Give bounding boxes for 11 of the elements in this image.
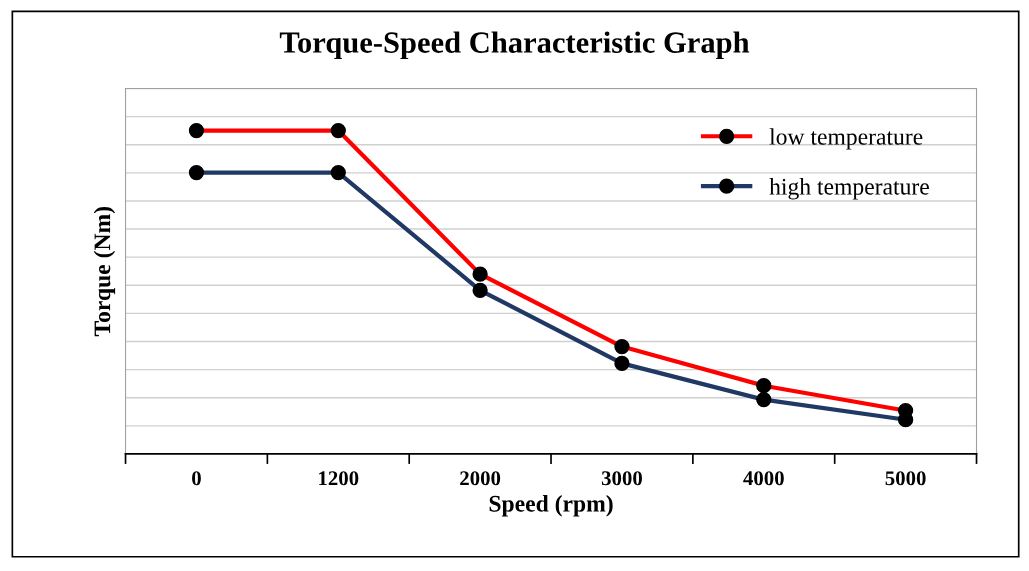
legend-label: high temperature <box>769 178 929 200</box>
x-tick-label: 5000 <box>885 471 926 486</box>
chart-title: Torque-Speed Characteristic Graph <box>279 31 750 60</box>
x-tick-label: 3000 <box>601 471 642 486</box>
x-tick-label: 2000 <box>460 471 501 486</box>
y-axis-title: Torque (Nm) <box>93 206 116 337</box>
x-tick-label: 4000 <box>743 471 784 486</box>
x-axis-title: Speed (rpm) <box>489 495 613 517</box>
x-tick-label: 0 <box>192 471 201 486</box>
legend-label: low temperature <box>769 128 923 150</box>
x-tick-label: 1200 <box>319 471 359 486</box>
